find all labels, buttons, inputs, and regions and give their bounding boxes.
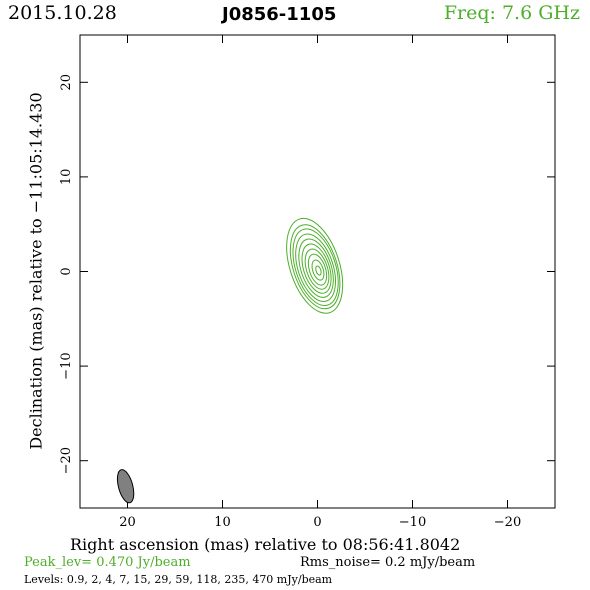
y-axis-label: Declination (mas) relative to −11:05:14.…: [26, 92, 46, 450]
observation-date: 2015.10.28: [8, 2, 117, 24]
x-tick-label: −20: [494, 515, 521, 530]
contour-line: [315, 265, 322, 276]
x-tick-label: 20: [119, 515, 136, 530]
contour-line: [286, 217, 344, 314]
x-tick-label: −10: [399, 515, 426, 530]
contour-levels: Levels: 0.9, 2, 4, 7, 15, 29, 59, 118, 2…: [24, 573, 333, 586]
x-tick-label: 10: [214, 515, 231, 530]
source-name: J0856-1105: [222, 4, 337, 25]
contour-line: [289, 224, 341, 310]
contour-line: [292, 228, 339, 307]
y-tick-label: 0: [59, 267, 74, 275]
contour-line: [307, 253, 328, 286]
contour-line: [311, 259, 325, 281]
y-tick-label: 10: [59, 169, 74, 186]
frequency-label: Freq: 7.6 GHz: [443, 2, 580, 24]
y-tick-label: −10: [59, 352, 74, 379]
x-axis-label: Right ascension (mas) relative to 08:56:…: [70, 535, 461, 554]
contour-line: [304, 248, 330, 290]
contour-line: [298, 238, 334, 298]
rms-noise: Rms_noise= 0.2 mJy/beam: [300, 555, 476, 570]
x-tick-label: 0: [313, 515, 321, 530]
contour-line: [295, 233, 337, 302]
y-tick-label: 20: [59, 74, 74, 91]
beam-ellipse: [116, 469, 135, 504]
contour-line: [301, 243, 332, 294]
plot-frame: [79, 34, 556, 509]
peak-level: Peak_lev= 0.470 Jy/beam: [24, 555, 191, 570]
y-tick-label: −20: [59, 447, 74, 474]
